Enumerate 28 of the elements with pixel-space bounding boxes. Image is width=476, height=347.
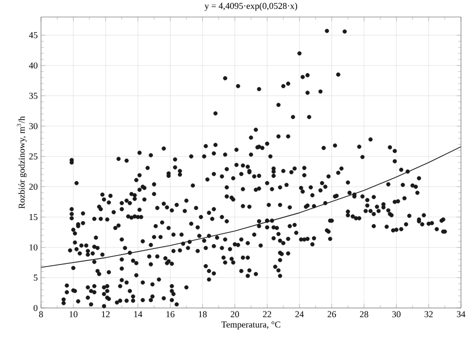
y-tick-label: 35 — [29, 92, 38, 99]
x-tick-label: 12 — [102, 311, 110, 318]
x-tick-label: 10 — [70, 311, 78, 318]
chart-title: y = 4,4095·exp(0,0528·x) — [204, 2, 298, 11]
y-tick-label: 5 — [34, 274, 38, 281]
y-axis-title: Rozbiór godzinowy, m$^{3}$/h — [16, 116, 27, 209]
x-tick-label: 14 — [134, 311, 142, 318]
y-tick-label: 25 — [29, 153, 38, 160]
x-tick-label: 8 — [39, 311, 43, 318]
y-tick-label: 20 — [29, 184, 38, 190]
line-series — [41, 146, 461, 268]
x-tick-label: 16 — [166, 311, 174, 318]
x-tick-label: 20 — [230, 311, 240, 318]
x-tick-label: 28 — [360, 311, 368, 318]
x-tick-label: 26 — [328, 311, 336, 318]
x-tick-label: 32 — [424, 311, 433, 318]
y-tick-label: 10 — [30, 244, 38, 250]
y-tick-label: 45 — [28, 32, 38, 38]
y-tick-label: 40 — [28, 62, 38, 69]
x-axis-title: Temperatura, °C — [221, 321, 280, 330]
x-tick-label: 18 — [198, 311, 207, 318]
y-tick-label: 15 — [30, 214, 38, 220]
x-tick-label: 24 — [295, 311, 304, 318]
y-tick-label: 0 — [34, 304, 38, 312]
x-tick-label: 30 — [392, 311, 401, 318]
y-tick-label: 30 — [29, 123, 38, 130]
x-tick-label: 22 — [263, 311, 272, 318]
x-tick-label: 34 — [456, 311, 466, 318]
